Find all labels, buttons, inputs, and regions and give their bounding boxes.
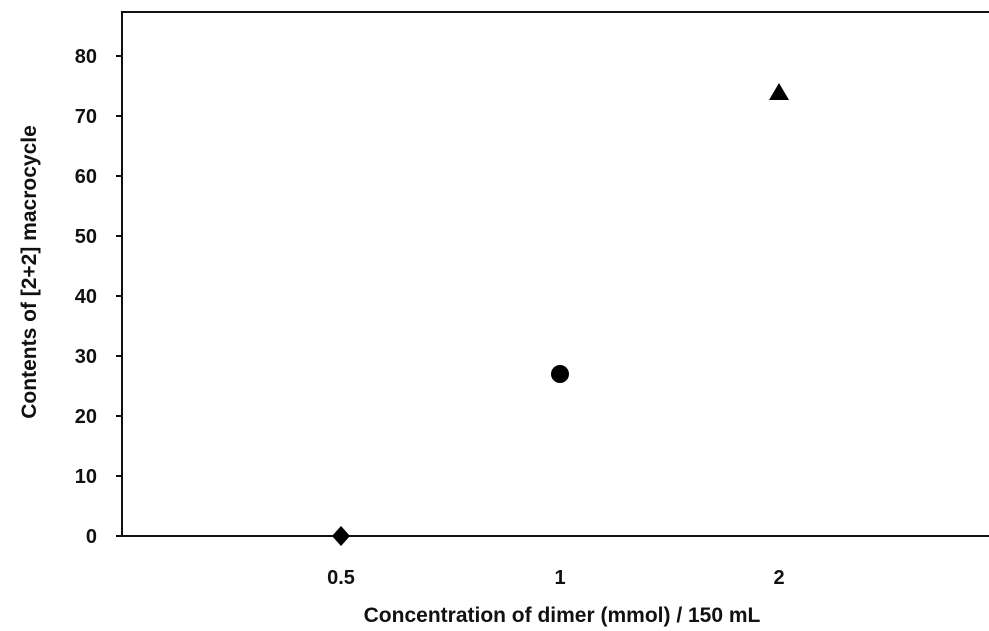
data-point-diamond — [332, 526, 350, 546]
x-tick-label: 2 — [773, 567, 784, 589]
plot-frame — [121, 11, 989, 537]
y-tick-label: 40 — [75, 286, 97, 308]
x-tick-label: 1 — [554, 567, 565, 589]
y-tick-label: 70 — [75, 106, 97, 128]
y-tick-label: 50 — [75, 226, 97, 248]
y-tick-label: 20 — [75, 406, 97, 428]
y-tick-label: 0 — [86, 526, 97, 548]
y-tick-label: 10 — [75, 466, 97, 488]
data-points — [332, 83, 789, 546]
x-axis-ticks: 0.5 1 2 — [327, 567, 784, 589]
x-tick-label: 0.5 — [327, 567, 355, 589]
x-axis-label: Concentration of dimer (mmol) / 150 mL — [364, 604, 761, 627]
data-point-triangle — [769, 83, 789, 100]
y-axis-ticks: 0 10 20 30 40 50 60 70 80 — [75, 46, 122, 548]
data-point-circle — [551, 365, 569, 383]
y-tick-label: 80 — [75, 46, 97, 68]
y-tick-label: 30 — [75, 346, 97, 368]
y-tick-label: 60 — [75, 166, 97, 188]
y-axis-label: Contents of [2+2] macrocycle — [18, 125, 41, 419]
